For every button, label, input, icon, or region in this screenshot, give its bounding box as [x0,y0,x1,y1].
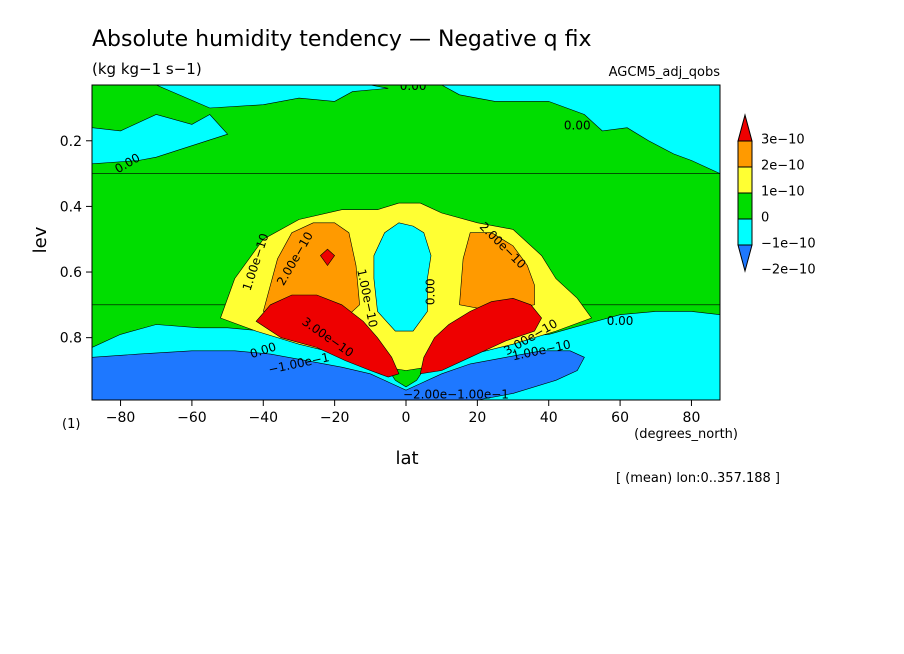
x-tick-label: 0 [402,410,411,426]
colorbar-label: 3e−10 [761,133,805,148]
contour-region-10 [255,294,400,378]
colorbar-label: −1e−10 [761,237,816,252]
chart-units: (kg kg−1 s−1) [92,60,202,78]
x-tick-label: 20 [468,410,486,426]
contour-label-4: 0.00 [423,278,437,305]
x-tick-label: −40 [248,410,278,426]
x-axis-label: lat [395,448,418,469]
x-tick-label: −20 [320,410,350,426]
colorbar: 3e−10 2e−10 1e−10 0 −1e−10 −2e−10 [737,113,816,278]
x-tick-label: −60 [177,410,207,426]
colorbar-band-0 [737,113,753,142]
colorbar-band-1 [737,140,753,168]
dataset-label: AGCM5_adj_qobs [609,65,721,80]
y-tick-label: 0.6 [60,265,82,281]
x-tick-label: 60 [611,410,629,426]
colorbar-label: −2e−10 [761,263,816,278]
x-axis: −80 −60 −40 −20 0 20 40 60 80 [106,400,701,426]
y-axis: 0.2 0.4 0.6 0.8 [60,134,92,347]
colorbar-label: 2e−10 [761,159,805,174]
contour-label-1: 0.00 [564,119,591,133]
x-tick-label: 80 [683,410,701,426]
colorbar-band-3 [737,192,753,220]
contour-region-13 [92,350,585,400]
y-axis-units: (1) [62,417,80,432]
contour-fills: 0.000.000.000.000.001.00e−10 2.00e−101.00… [92,79,720,402]
colorbar-band-2 [737,166,753,194]
contour-region-12 [320,248,335,267]
contour-region-11 [419,297,542,375]
colorbar-band-5 [737,244,753,273]
x-tick-label: −80 [106,410,136,426]
plot-area: 0.000.000.000.000.001.00e−10 2.00e−101.00… [91,79,721,402]
x-axis-units: (degrees_north) [634,427,738,442]
contour-region-7 [373,222,432,332]
contour-label-14: −2.00e−1.00e−1 [403,388,509,402]
y-tick-label: 0.8 [60,331,82,347]
contour-region-2 [92,114,229,165]
y-tick-label: 0.4 [60,199,82,215]
contour-label-0: 0.00 [400,79,427,93]
colorbar-band-4 [737,218,753,246]
y-tick-label: 0.2 [60,134,82,150]
colorbar-label: 1e−10 [761,185,805,200]
x-tick-label: 40 [540,410,558,426]
contour-label-3: 0.00 [607,314,634,328]
chart-title: Absolute humidity tendency — Negative q … [92,27,592,52]
colorbar-label: 0 [761,211,769,226]
contour-region-1 [92,85,389,109]
y-axis-label: lev [30,226,51,253]
footnote: [ (mean) lon:0..357.188 ] [616,471,780,486]
contour-region-3 [441,85,720,174]
